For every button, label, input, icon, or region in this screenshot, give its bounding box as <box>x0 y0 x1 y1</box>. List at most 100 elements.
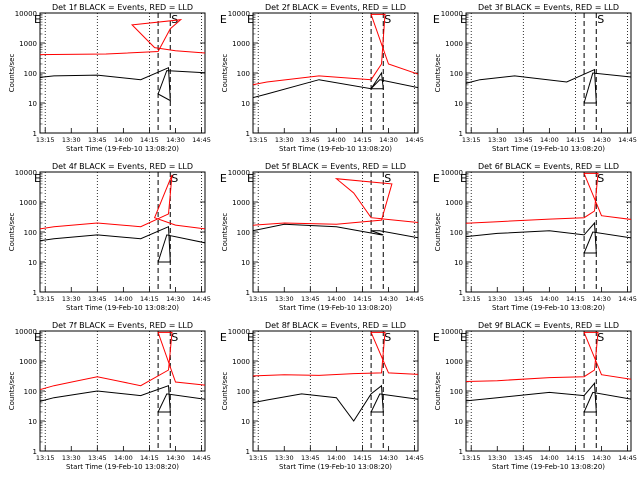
panel-title: Det 7f BLACK = Events, RED = LLD <box>52 321 193 330</box>
x-tick-label: 13:30 <box>488 454 507 462</box>
y-tick-label: 10 <box>28 100 37 108</box>
x-tick-label: 14:45 <box>618 295 637 303</box>
x-tick-label: 13:45 <box>88 454 107 462</box>
x-tick-label: 14:30 <box>166 136 185 144</box>
y-tick-label: 10000 <box>441 328 463 336</box>
panel-title: Det 2f BLACK = Events, RED = LLD <box>265 3 406 12</box>
panel-title: Det 6f BLACK = Events, RED = LLD <box>478 162 619 171</box>
y-axis-label: Counts/sec <box>221 372 229 411</box>
x-tick-label: 13:45 <box>301 295 320 303</box>
series-lld-line <box>253 178 418 226</box>
marker-label: E <box>220 172 227 185</box>
x-tick-label: 14:15 <box>353 454 372 462</box>
y-tick-label: 1000 <box>232 40 250 48</box>
x-tick-label: 14:00 <box>114 295 133 303</box>
marker-label: S <box>171 172 178 185</box>
series-lld-line <box>40 174 205 230</box>
marker-label: E <box>460 172 467 185</box>
x-tick-label: 14:15 <box>140 295 159 303</box>
y-tick-label: 1 <box>459 448 463 456</box>
y-tick-label: 100 <box>450 229 463 237</box>
x-tick-label: 13:30 <box>275 454 294 462</box>
x-tick-label: 14:15 <box>566 295 585 303</box>
x-tick-label: 14:45 <box>192 295 211 303</box>
series-events-line <box>253 223 418 239</box>
y-tick-label: 10 <box>454 100 463 108</box>
y-tick-label: 1000 <box>445 358 463 366</box>
y-tick-label: 100 <box>237 229 250 237</box>
y-tick-label: 1000 <box>19 358 37 366</box>
x-tick-label: 14:30 <box>166 295 185 303</box>
chart-panel-7: Det 7f BLACK = Events, RED = LLD 1 10 100 10… <box>8 321 227 471</box>
y-tick-label: 1 <box>33 448 37 456</box>
marker-label: S <box>597 172 604 185</box>
x-tick-label: 14:45 <box>618 454 637 462</box>
chart-panel-6: Det 6f BLACK = Events, RED = LLD 1 10 100 10… <box>434 162 637 312</box>
x-tick-label: 13:15 <box>249 295 268 303</box>
plot-frame <box>465 171 632 293</box>
x-tick-label: 14:30 <box>592 295 611 303</box>
marker-label: E <box>460 331 467 344</box>
marker-label: S <box>171 13 178 26</box>
marker-label: E <box>247 13 254 26</box>
y-tick-label: 10 <box>28 259 37 267</box>
x-tick-label: 13:30 <box>488 136 507 144</box>
series-lld-line <box>40 331 205 391</box>
y-tick-label: 1 <box>459 130 463 138</box>
x-tick-label: 14:30 <box>379 454 398 462</box>
series-events-line <box>40 66 205 102</box>
x-tick-label: 14:15 <box>140 136 159 144</box>
y-tick-label: 1000 <box>445 40 463 48</box>
y-tick-label: 1000 <box>232 199 250 207</box>
x-tick-label: 14:30 <box>379 136 398 144</box>
y-tick-label: 10000 <box>15 10 37 18</box>
x-axis-label: Start Time (19-Feb-10 13:08:20) <box>279 463 392 471</box>
chart-panel-8: Det 8f BLACK = Events, RED = LLD 1 10 100 10… <box>221 321 440 471</box>
x-tick-label: 13:30 <box>62 136 81 144</box>
marker-label: E <box>433 331 440 344</box>
y-tick-label: 10 <box>241 259 250 267</box>
y-tick-label: 10000 <box>441 10 463 18</box>
y-axis-label: Counts/sec <box>221 213 229 252</box>
y-tick-label: 100 <box>237 70 250 78</box>
x-tick-label: 14:00 <box>114 136 133 144</box>
x-tick-label: 13:45 <box>301 136 320 144</box>
series-lld-line <box>466 331 631 382</box>
y-tick-label: 100 <box>237 388 250 396</box>
panel-title: Det 3f BLACK = Events, RED = LLD <box>478 3 619 12</box>
marker-label: S <box>597 13 604 26</box>
x-tick-label: 13:15 <box>249 454 268 462</box>
y-tick-label: 10000 <box>228 328 250 336</box>
x-tick-label: 13:15 <box>36 136 55 144</box>
x-tick-label: 14:00 <box>327 295 346 303</box>
x-tick-label: 14:00 <box>114 454 133 462</box>
y-tick-label: 1000 <box>232 358 250 366</box>
chart-panel-5: Det 5f BLACK = Events, RED = LLD 1 10 100 10… <box>221 162 440 312</box>
x-tick-label: 13:45 <box>514 454 533 462</box>
series-lld-line <box>253 331 418 377</box>
x-tick-label: 14:00 <box>327 454 346 462</box>
chart-panel-3: Det 3f BLACK = Events, RED = LLD 1 10 100 10… <box>434 3 637 153</box>
plot-frame <box>252 330 419 452</box>
y-tick-label: 10000 <box>228 169 250 177</box>
plot-frame <box>39 12 206 134</box>
x-tick-label: 13:15 <box>462 454 481 462</box>
x-tick-label: 14:30 <box>592 454 611 462</box>
y-tick-label: 10 <box>241 100 250 108</box>
plot-frame <box>465 330 632 452</box>
series-events-line <box>466 68 631 104</box>
panel-title: Det 4f BLACK = Events, RED = LLD <box>52 162 193 171</box>
y-tick-label: 100 <box>24 229 37 237</box>
y-tick-label: 1 <box>459 289 463 297</box>
x-tick-label: 14:45 <box>405 454 424 462</box>
chart-panel-1: Det 1f BLACK = Events, RED = LLD 1 10 100 10… <box>8 3 227 153</box>
x-tick-label: 13:45 <box>514 136 533 144</box>
y-tick-label: 10000 <box>15 328 37 336</box>
plot-frame <box>465 12 632 134</box>
series-events-line <box>253 71 418 99</box>
x-tick-label: 13:30 <box>275 136 294 144</box>
x-tick-label: 14:30 <box>379 295 398 303</box>
marker-label: E <box>433 13 440 26</box>
x-tick-label: 14:45 <box>405 295 424 303</box>
x-tick-label: 14:15 <box>566 454 585 462</box>
